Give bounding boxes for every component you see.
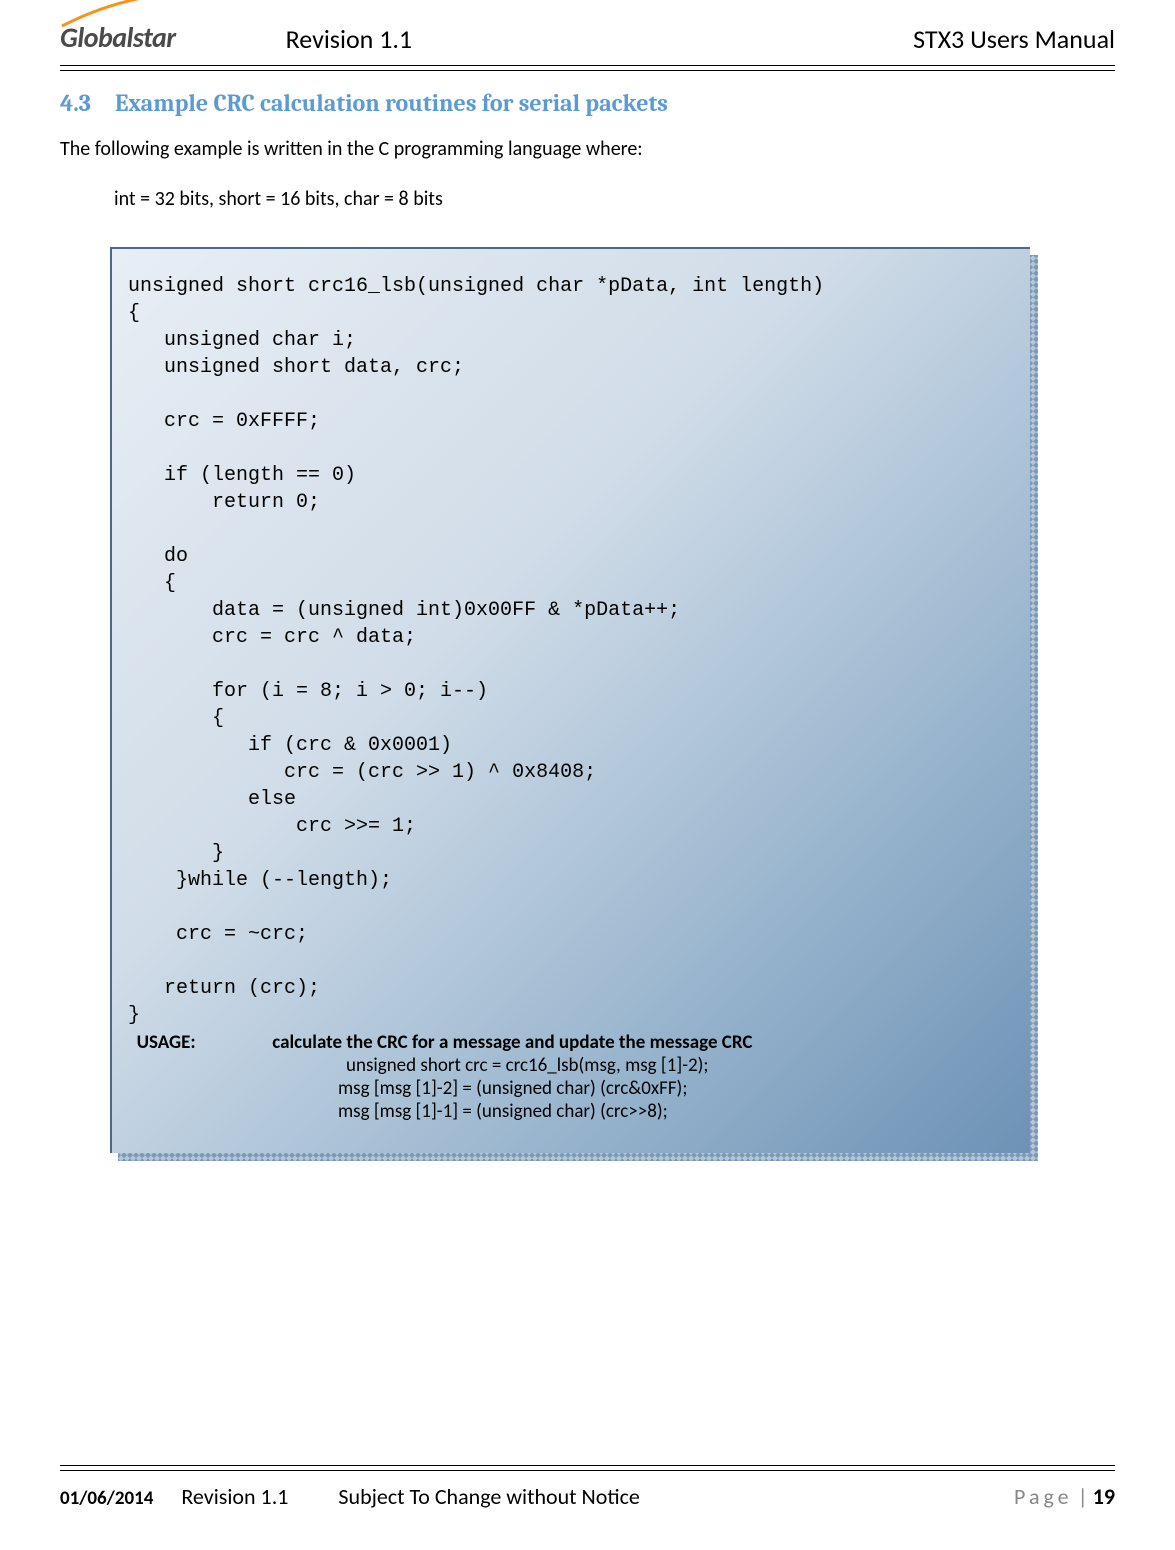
code-block: unsigned short crc16_lsb(unsigned char *… [110, 247, 1030, 1153]
usage-line-1: unsigned short crc = crc16_lsb(msg, msg … [346, 1054, 1010, 1077]
footer-page-sep: | [1073, 1483, 1093, 1510]
header-revision: Revision 1.1 [286, 23, 412, 55]
page-header: ✦ Globalstar Revision 1.1 STX3 Users Man… [60, 20, 1115, 55]
footer-page-number: 19 [1093, 1483, 1115, 1510]
logo: ✦ Globalstar [60, 20, 176, 55]
header-manual-title: STX3 Users Manual [913, 23, 1115, 55]
usage-line-2: msg [msg [1]-2] = (unsigned char) (crc&0… [338, 1077, 1010, 1100]
svg-text:✦: ✦ [227, 0, 240, 1]
code-block-container: unsigned short crc16_lsb(unsigned char *… [110, 247, 1030, 1153]
usage-label: USAGE: [137, 1031, 196, 1054]
section-heading: 4.3 Example CRC calculation routines for… [60, 89, 1115, 117]
usage-title: calculate the CRC for a message and upda… [272, 1031, 752, 1054]
footer-rule-2 [60, 1470, 1115, 1471]
header-rule-2 [60, 70, 1115, 71]
footer-page: Page | 19 [1014, 1483, 1115, 1510]
type-sizes-text: int = 32 bits, short = 16 bits, char = 8… [114, 187, 1115, 211]
footer-rule-1 [60, 1465, 1115, 1466]
header-rule-1 [60, 65, 1115, 66]
footer-row: 01/06/2014 Revision 1.1 Subject To Chang… [60, 1483, 1115, 1510]
footer-page-label: Page [1014, 1483, 1073, 1510]
logo-swoosh-icon: ✦ [52, 0, 252, 40]
section-title: Example CRC calculation routines for ser… [115, 89, 668, 117]
footer-revision: Revision 1.1 [181, 1483, 288, 1510]
page-footer: 01/06/2014 Revision 1.1 Subject To Chang… [60, 1465, 1115, 1510]
intro-paragraph: The following example is written in the … [60, 137, 1115, 161]
section-number: 4.3 [60, 89, 91, 117]
footer-date: 01/06/2014 [60, 1487, 153, 1510]
usage-line-3: msg [msg [1]-1] = (unsigned char) (crc>>… [338, 1100, 1010, 1123]
usage-empty-indent [128, 1031, 132, 1054]
code-content: unsigned short crc16_lsb(unsigned char *… [128, 273, 1010, 1029]
footer-notice: Subject To Change without Notice [338, 1483, 639, 1510]
usage-block: USAGE: calculate the CRC for a message a… [128, 1031, 1010, 1123]
